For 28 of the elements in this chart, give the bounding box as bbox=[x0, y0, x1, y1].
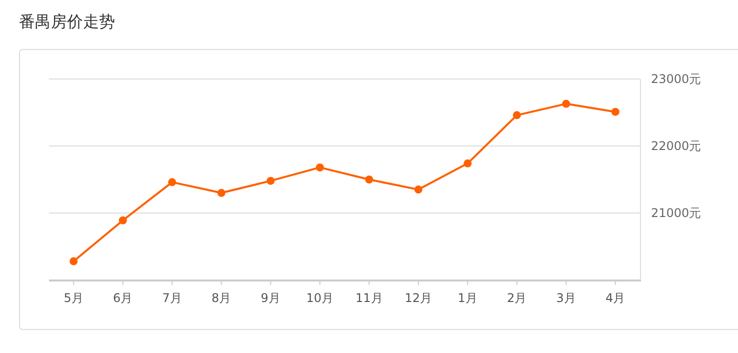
point bbox=[168, 178, 176, 186]
point bbox=[611, 108, 620, 116]
x-tick-label: 2月 bbox=[507, 291, 527, 305]
x-tick-label: 7月 bbox=[162, 291, 182, 305]
point bbox=[118, 216, 127, 224]
point bbox=[266, 176, 275, 185]
x-tick-label: 6月 bbox=[113, 291, 133, 305]
x-tick-label: 4月 bbox=[606, 291, 626, 305]
y-tick-label: 21000元 bbox=[651, 206, 702, 220]
chart-title: 番禺房价走势 bbox=[19, 12, 115, 31]
point bbox=[316, 163, 324, 172]
point bbox=[562, 100, 570, 108]
point bbox=[414, 186, 422, 194]
x-tick-label: 8月 bbox=[212, 291, 232, 305]
x-tick-label: 1月 bbox=[458, 291, 478, 305]
x-tick-label: 11月 bbox=[355, 291, 383, 305]
point bbox=[217, 188, 226, 197]
point bbox=[70, 257, 78, 266]
x-tick-label: 5月 bbox=[64, 291, 84, 305]
y-tick-label: 23000元 bbox=[651, 72, 702, 86]
x-tick-label: 9月 bbox=[260, 291, 280, 305]
point bbox=[464, 159, 472, 168]
y-tick-label: 22000元 bbox=[651, 139, 702, 153]
x-tick-label: 12月 bbox=[404, 291, 432, 305]
x-tick-label: 3月 bbox=[556, 291, 576, 305]
point bbox=[365, 176, 374, 184]
point bbox=[512, 111, 521, 120]
x-tick-label: 10月 bbox=[306, 291, 334, 305]
